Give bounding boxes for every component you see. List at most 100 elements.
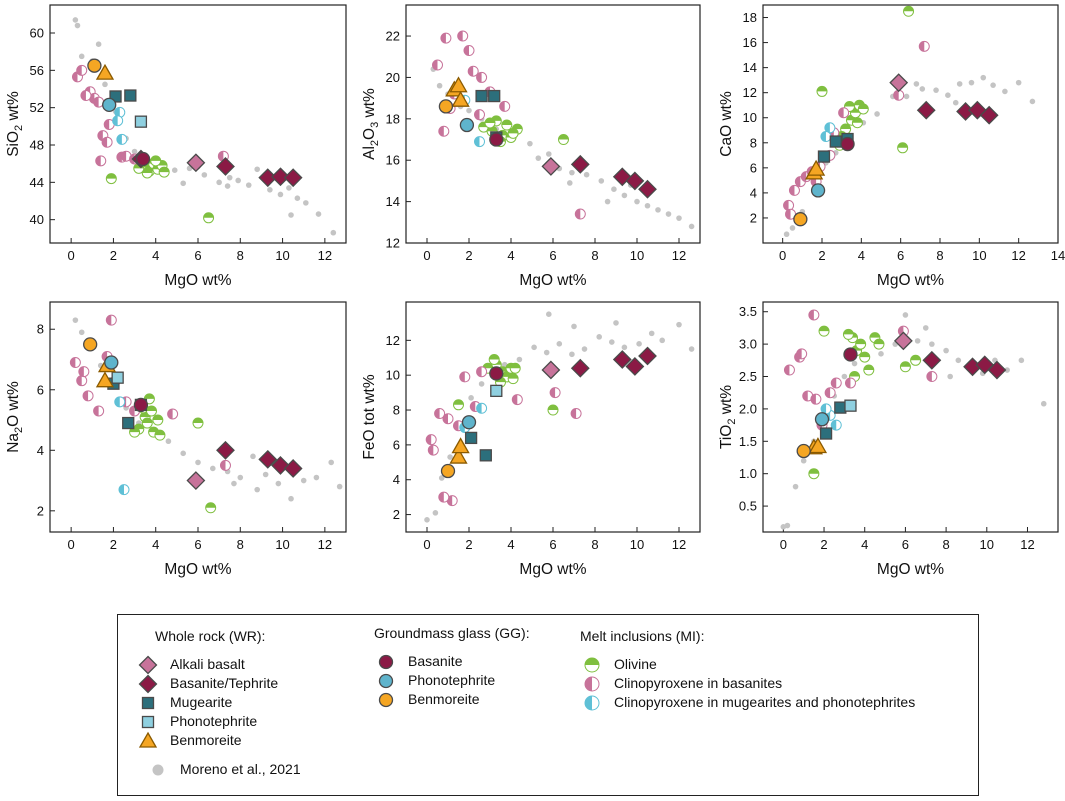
- mi-cpx-mugearite-point: [820, 131, 832, 143]
- gg-basanite-point: [843, 347, 858, 362]
- circle-icon: [378, 654, 394, 670]
- moreno-point: [72, 17, 79, 23]
- x-tick-label: 4: [152, 537, 159, 552]
- x-tick-label: 10: [275, 248, 289, 263]
- mi-cpx-basanite-point: [101, 136, 113, 148]
- x-tick-label: 0: [423, 248, 430, 263]
- x-tick-label: 0: [779, 248, 786, 263]
- mi-olivine-point: [507, 127, 519, 139]
- mi-cpx-basanite-point: [783, 199, 795, 211]
- moreno-point: [1002, 88, 1008, 95]
- mi-olivine-point: [205, 502, 217, 514]
- chart-cao: 0 2 4 6 8 10 12 14 2 4 6 8 10 12 14 16 18 MgO wt% CaO wt%: [718, 4, 1065, 289]
- legend-item-label: Moreno et al., 2021: [180, 761, 301, 777]
- y-tick-label: 16: [386, 153, 400, 168]
- mi-cpx-basanite-point: [830, 377, 842, 389]
- wr-mugearite-point: [122, 416, 135, 430]
- moreno-point: [990, 82, 996, 88]
- wr-phonotephrite-point: [490, 384, 503, 398]
- x-axis-label: MgO wt%: [877, 561, 944, 578]
- legend-item-label: Phonotephrite: [170, 713, 258, 729]
- moreno-point: [784, 522, 791, 529]
- x-tick-label: 10: [980, 537, 994, 552]
- y-tick-label: 44: [30, 175, 44, 190]
- moreno-point: [516, 356, 523, 363]
- wr-benmoreite-point: [806, 159, 826, 176]
- moreno-point: [72, 317, 79, 323]
- moreno-point: [288, 495, 294, 502]
- wr-benmoreite-point: [451, 437, 470, 454]
- moreno-point: [792, 483, 799, 490]
- mi-cpx-basanite-point: [69, 357, 81, 369]
- x-tick-label: 2: [465, 248, 472, 263]
- moreno-point: [543, 349, 550, 356]
- mi-olivine-point: [842, 328, 854, 340]
- mi-cpx-basanite-point: [474, 109, 485, 121]
- triangle-icon: [138, 731, 158, 748]
- moreno-point: [659, 337, 665, 344]
- moreno-point: [210, 465, 216, 472]
- legend-item: Olivine: [580, 655, 940, 675]
- mi-cpx-basanite-point: [838, 107, 850, 119]
- plot-frame: [762, 301, 1059, 533]
- wr-basanite-point: [979, 105, 999, 125]
- mi-olivine-point: [897, 142, 909, 154]
- x-tick-label: 12: [672, 537, 686, 552]
- gg-basanite-point: [840, 136, 855, 152]
- mi-cpx-basanite-point: [824, 387, 836, 399]
- x-tick-label: 10: [630, 537, 644, 552]
- chart-feo: 0 2 4 6 8 10 12 2 4 6 8 10 12 MgO wt% FeO tot wt%: [361, 301, 701, 578]
- moreno-point: [447, 454, 453, 460]
- mi-olivine-point: [855, 338, 867, 350]
- x-tick-label: 6: [194, 537, 201, 552]
- gg-basanite-point: [489, 366, 504, 381]
- y-tick-label: 1.5: [739, 434, 757, 449]
- moreno-point: [800, 457, 807, 464]
- wr-basanite-point: [271, 456, 290, 475]
- moreno-point: [262, 471, 269, 478]
- moreno-point: [676, 321, 682, 328]
- moreno-point: [131, 148, 138, 155]
- wr-benmoreite-point: [451, 90, 470, 107]
- y-tick-label: 60: [30, 26, 44, 41]
- moreno-point: [245, 182, 252, 188]
- x-tick-label: 8: [237, 248, 244, 263]
- wr-basanite-point: [625, 357, 645, 376]
- mi-cpx-basanite-point: [810, 393, 822, 405]
- mi-cpx-basanite-point: [918, 40, 930, 52]
- mi-cpx-basanite-point: [467, 65, 479, 77]
- x-tick-label: 10: [630, 248, 644, 263]
- mi-cpx-basanite-point: [897, 325, 909, 337]
- mi-cpx-mugearite-point: [118, 484, 130, 496]
- moreno-point: [286, 185, 292, 191]
- moreno-point: [546, 151, 552, 157]
- x-tick-label: 4: [507, 248, 514, 263]
- moreno-point: [315, 211, 322, 217]
- x-tick-label: 6: [194, 248, 201, 263]
- legend-title-whole-rock: Whole rock (WR):: [155, 628, 266, 644]
- chart-na2o: 0 2 4 6 8 10 12 2 4 6 8 MgO wt% Na2O wt%: [5, 301, 347, 578]
- circle-icon: [378, 673, 394, 689]
- mi-olivine-point: [859, 351, 871, 363]
- mi-olivine-point: [488, 354, 500, 365]
- diamond-icon: [138, 674, 158, 694]
- x-tick-label: 12: [318, 537, 332, 552]
- moreno-point: [902, 312, 909, 318]
- moreno-point: [943, 347, 949, 354]
- gg-phonotephrite-point: [459, 117, 475, 133]
- y-axis-label: Na2O wt%: [5, 381, 25, 453]
- y-tick-label: 1.0: [739, 466, 757, 481]
- wr-mugearite-point: [829, 135, 842, 148]
- moreno-point: [688, 346, 695, 352]
- x-tick-label: 4: [507, 537, 514, 552]
- legend-item-label: Mugearite: [170, 694, 233, 710]
- moreno-point: [980, 74, 987, 81]
- moreno-point: [634, 198, 640, 205]
- plot-frame: [762, 4, 1059, 244]
- wr-alkali-basalt-point: [889, 73, 909, 93]
- mi-cpx-basanite-point: [438, 491, 450, 503]
- moreno-point: [955, 357, 962, 364]
- moreno-point: [613, 320, 619, 326]
- moreno-point: [556, 341, 563, 347]
- moreno-point: [611, 186, 617, 192]
